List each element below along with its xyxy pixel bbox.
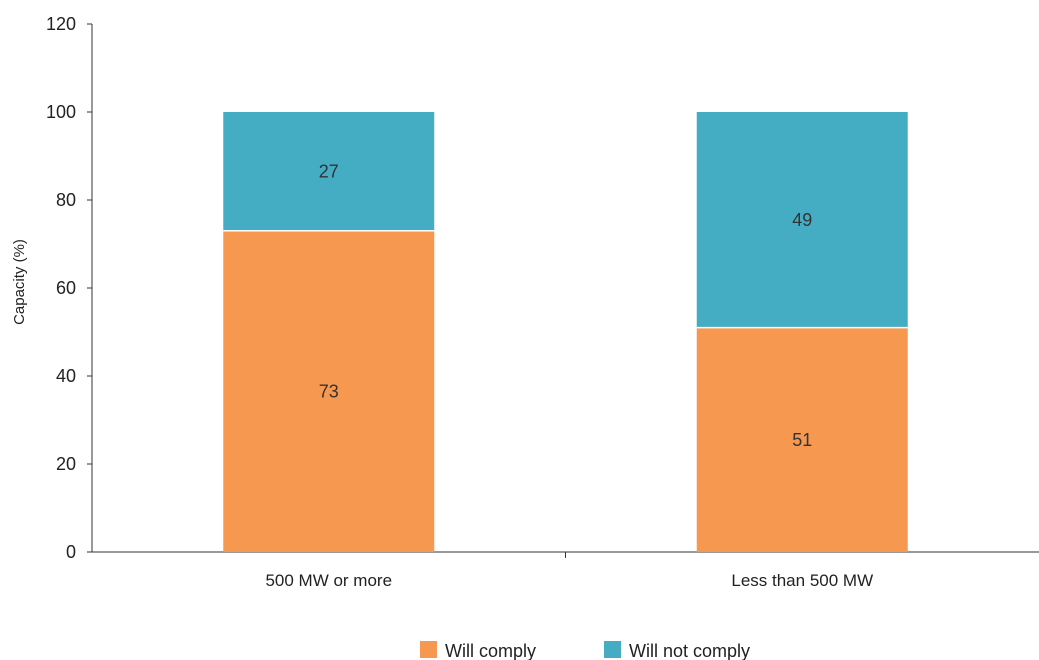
y-tick-label: 0 [66, 542, 76, 562]
bars [223, 112, 908, 553]
legend: Will comply Will not comply [420, 641, 750, 660]
legend-label: Will not comply [629, 641, 750, 660]
y-tick-label: 20 [56, 454, 76, 474]
legend-label: Will comply [445, 641, 536, 660]
y-tick-label: 40 [56, 366, 76, 386]
data-label: 49 [792, 210, 812, 230]
data-labels: 73 27 51 49 [319, 161, 813, 449]
bar-segment [223, 230, 435, 553]
y-axis-title: Capacity (%) [11, 239, 28, 325]
y-tick-label: 80 [56, 190, 76, 210]
bar-segment [696, 112, 908, 328]
data-label: 27 [319, 161, 339, 181]
y-tick-label: 100 [46, 102, 76, 122]
x-category-label: 500 MW or more [265, 571, 392, 590]
bar-segment [223, 112, 435, 231]
legend-swatch [420, 641, 437, 658]
legend-swatch [604, 641, 621, 658]
x-axis: 500 MW or more Less than 500 MW [92, 551, 1039, 590]
data-label: 51 [792, 430, 812, 450]
bar-segment [696, 327, 908, 552]
y-axis: 0 20 40 60 80 100 120 [46, 14, 93, 562]
y-tick-label: 120 [46, 14, 76, 34]
x-category-label: Less than 500 MW [731, 571, 873, 590]
y-tick-label: 60 [56, 278, 76, 298]
data-label: 73 [319, 381, 339, 401]
